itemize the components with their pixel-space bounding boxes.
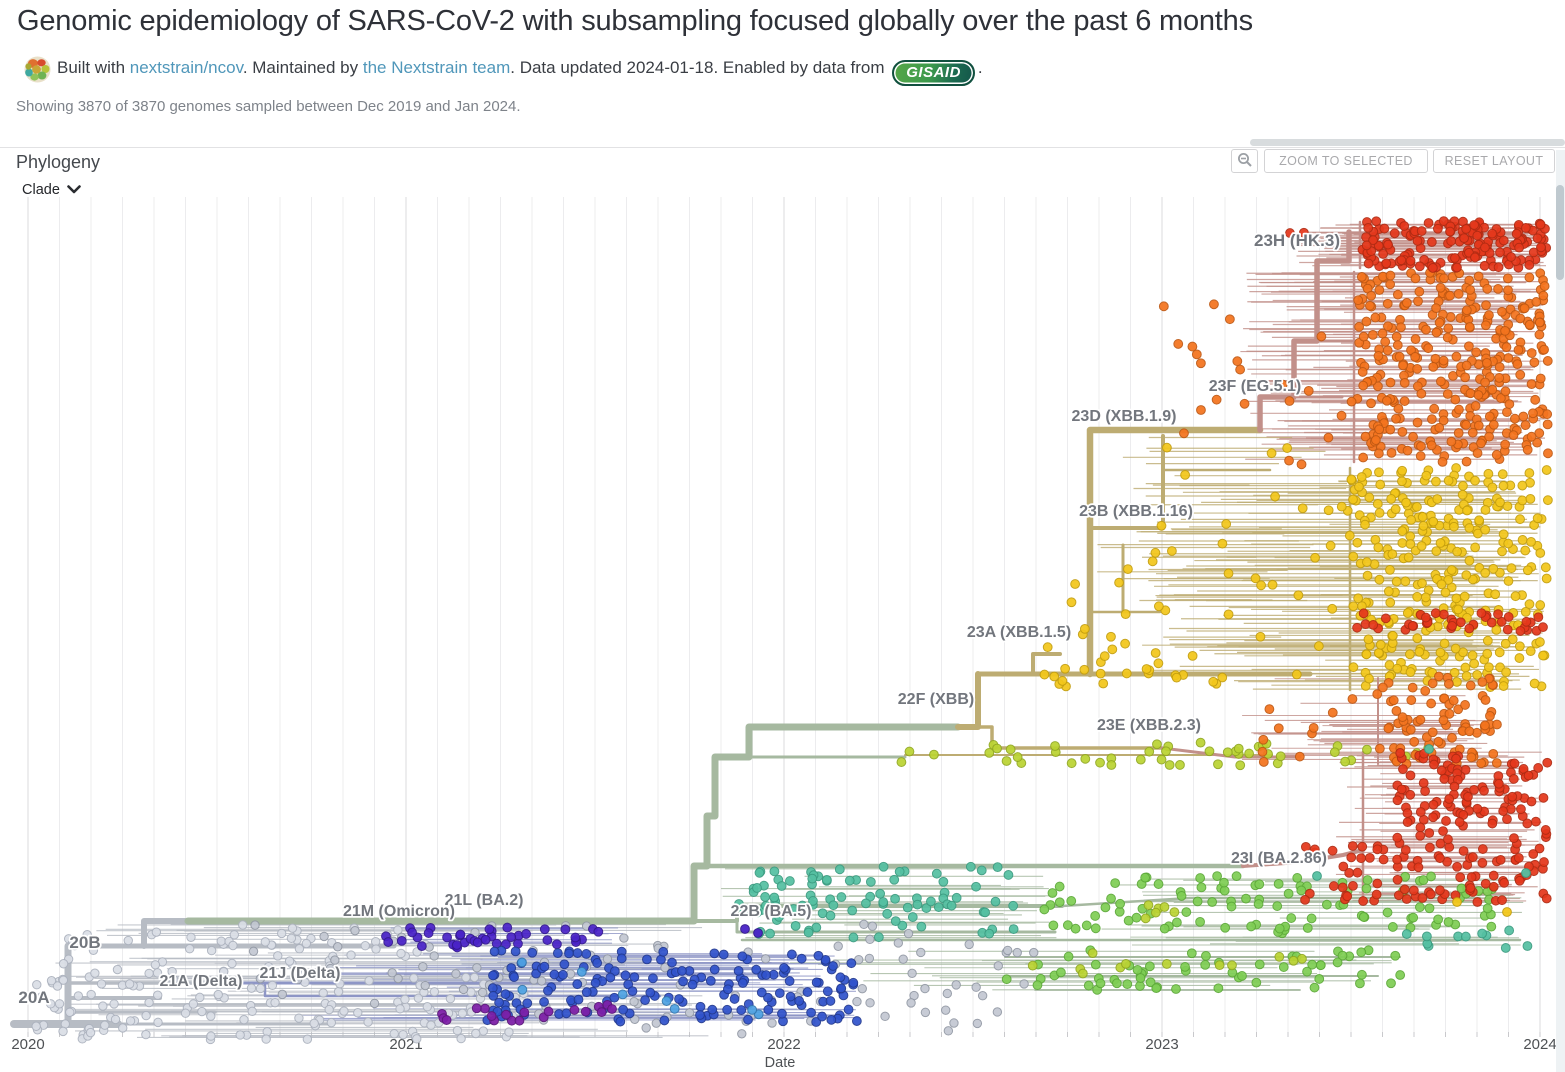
- reset-layout-button[interactable]: RESET LAYOUT: [1433, 149, 1555, 173]
- svg-text:23A (XBB.1.5): 23A (XBB.1.5): [967, 624, 1071, 641]
- page-title: Genomic epidemiology of SARS-CoV-2 with …: [17, 5, 1253, 37]
- byline-suffix: .: [977, 58, 983, 77]
- svg-text:23D (XBB.1.9): 23D (XBB.1.9): [1072, 408, 1177, 425]
- svg-text:22B (BA.5): 22B (BA.5): [731, 903, 812, 920]
- svg-text:23B (XBB.1.16): 23B (XBB.1.16): [1079, 503, 1193, 520]
- clade-selector[interactable]: Clade: [22, 182, 81, 198]
- byline-built-with: Built with: [57, 58, 130, 77]
- link-nextstrain-team[interactable]: the Nextstrain team: [362, 58, 511, 77]
- vertical-scrollbar-track: [1556, 150, 1565, 1072]
- gisaid-logo[interactable]: GISAID: [892, 60, 975, 86]
- svg-text:20A: 20A: [18, 988, 49, 1007]
- svg-text:21J (Delta): 21J (Delta): [260, 965, 341, 982]
- svg-text:2023: 2023: [1145, 1036, 1178, 1053]
- byline-updated: . Data updated 2024-01-18. Enabled by da…: [510, 58, 890, 77]
- chevron-down-icon: [67, 182, 81, 198]
- svg-text:21M (Omicron): 21M (Omicron): [343, 903, 455, 920]
- svg-text:22F (XBB): 22F (XBB): [898, 691, 974, 708]
- svg-text:21A (Delta): 21A (Delta): [160, 973, 243, 990]
- magnifier-button[interactable]: [1231, 149, 1258, 173]
- svg-text:23F (EG.5.1): 23F (EG.5.1): [1209, 378, 1301, 395]
- vertical-scrollbar-thumb[interactable]: [1556, 185, 1564, 280]
- byline-maintained: . Maintained by: [242, 58, 363, 77]
- svg-text:2020: 2020: [11, 1036, 44, 1053]
- svg-text:21L (BA.2): 21L (BA.2): [445, 892, 524, 909]
- nextstrain-logo-icon: [24, 56, 51, 88]
- byline: Built with nextstrain/ncov. Maintained b…: [57, 58, 983, 86]
- clade-selector-label: Clade: [22, 182, 60, 198]
- svg-text:2022: 2022: [767, 1036, 800, 1053]
- svg-text:23I (BA.2.86): 23I (BA.2.86): [1231, 850, 1327, 867]
- showing-summary: Showing 3870 of 3870 genomes sampled bet…: [16, 98, 521, 115]
- svg-text:20B: 20B: [69, 933, 100, 952]
- svg-text:2024: 2024: [1523, 1036, 1556, 1053]
- horizontal-scrollbar[interactable]: [1250, 139, 1565, 146]
- link-nextstrain-ncov[interactable]: nextstrain/ncov: [129, 58, 243, 77]
- header-divider: [0, 147, 1565, 148]
- zoom-to-selected-button[interactable]: ZOOM TO SELECTED: [1264, 149, 1428, 173]
- zoom-out-magnifier-icon: [1237, 152, 1253, 171]
- svg-text:23E (XBB.2.3): 23E (XBB.2.3): [1097, 717, 1201, 734]
- svg-text:Date: Date: [765, 1055, 796, 1071]
- panel-title-phylogeny: Phylogeny: [16, 152, 101, 172]
- svg-text:23H (HK.3): 23H (HK.3): [1254, 231, 1340, 250]
